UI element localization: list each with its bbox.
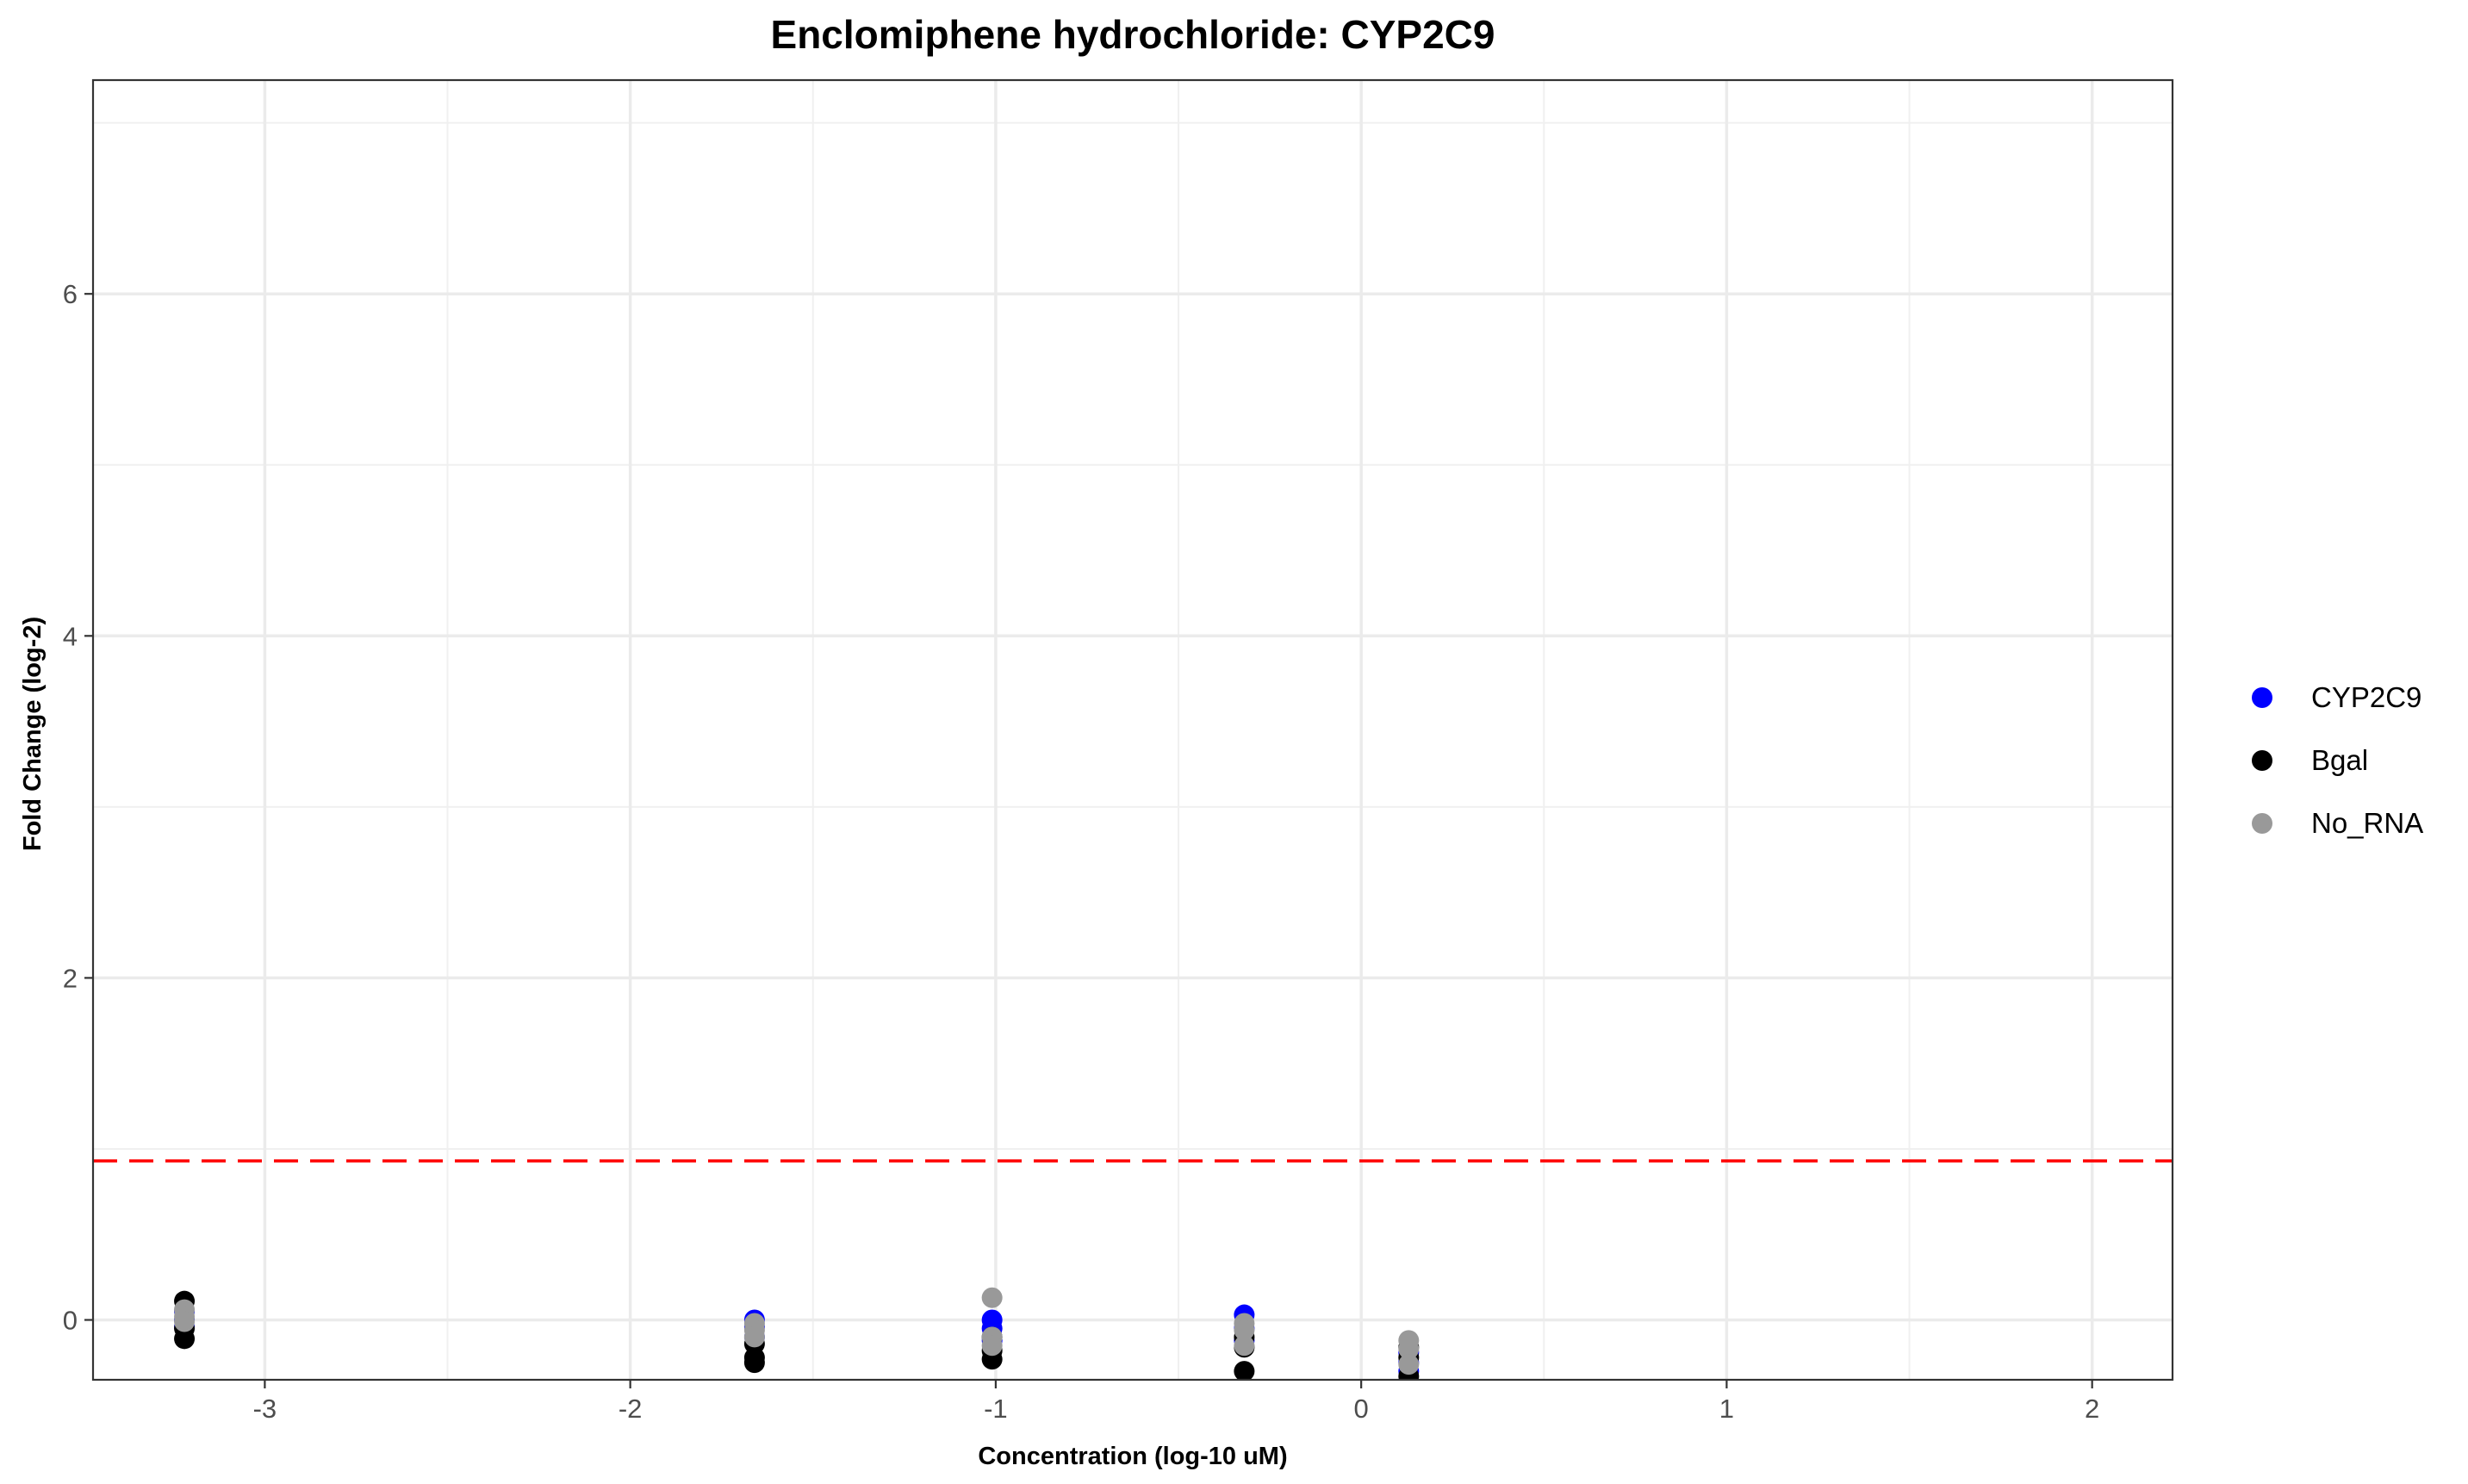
data-point-no-rna [1234, 1319, 1255, 1341]
y-axis: 0 2 4 6 [63, 279, 93, 1336]
data-point-bgal [174, 1328, 196, 1350]
x-axis-label: Concentration (log-10 uM) [978, 1443, 1287, 1470]
data-point-no-rna [1234, 1335, 1255, 1357]
x-tick-label: -1 [984, 1394, 1008, 1424]
x-tick-label: 0 [1354, 1394, 1369, 1424]
legend-label-bgal: Bgal [2311, 744, 2368, 776]
x-tick-label: 1 [1719, 1394, 1734, 1424]
x-tick-label: -3 [253, 1394, 277, 1424]
y-tick-label: 0 [63, 1306, 78, 1336]
y-tick-label: 4 [63, 621, 78, 651]
x-tick-label: -2 [619, 1394, 643, 1424]
legend-key-no-rna [2252, 813, 2272, 834]
legend: CYP2C9 Bgal No_RNA [2252, 681, 2423, 839]
y-tick-label: 2 [63, 963, 78, 993]
y-axis-label: Fold Change (log-2) [19, 617, 47, 851]
panel-border [91, 78, 2174, 1382]
data-point-no-rna [174, 1311, 196, 1332]
data-point-no-rna [1398, 1338, 1420, 1360]
x-tick-label: 2 [2085, 1394, 2099, 1424]
legend-label-cyp2c9: CYP2C9 [2311, 681, 2421, 713]
y-tick-label: 6 [63, 279, 78, 309]
legend-key-bgal [2252, 750, 2272, 771]
data-point-no-rna [981, 1335, 1003, 1357]
grid-layer [93, 80, 2173, 1380]
legend-key-cyp2c9 [2252, 687, 2272, 708]
chart-title: Enclomiphene hydrochloride: CYP2C9 [771, 12, 1495, 57]
data-point-no-rna [1398, 1354, 1420, 1375]
data-point-bgal [743, 1352, 765, 1374]
data-point-no-rna [981, 1287, 1003, 1308]
points-layer [174, 1287, 1420, 1380]
x-axis: -3 -2 -1 0 1 2 [253, 1380, 2099, 1424]
data-point-bgal [1234, 1361, 1255, 1380]
data-point-no-rna [743, 1326, 765, 1348]
legend-label-no-rna: No_RNA [2311, 807, 2423, 839]
